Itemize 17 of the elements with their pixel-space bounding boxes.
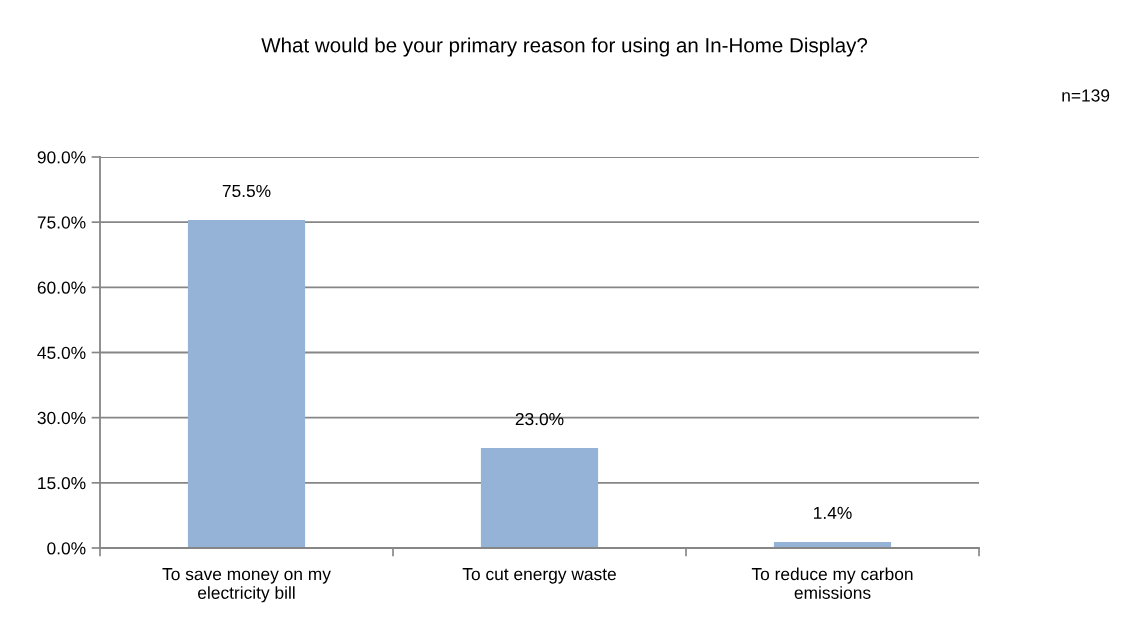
bar xyxy=(480,448,599,548)
chart-title: What would be your primary reason for using an In-Home Display? xyxy=(261,37,868,57)
y-tick-label: 45.0% xyxy=(37,346,86,359)
y-tick-label: 15.0% xyxy=(38,477,86,490)
data-label: 23.0% xyxy=(515,412,564,426)
y-tick-label: 60.0% xyxy=(37,281,86,294)
y-tick-label: 0.0% xyxy=(47,542,86,555)
data-label: 75.5% xyxy=(222,184,271,198)
data-label: 1.4% xyxy=(814,506,852,519)
x-tick-label: To save money on my electricity bill xyxy=(162,568,331,603)
text: n=139 xyxy=(1062,89,1110,102)
y-tick-label: 75.0% xyxy=(37,216,86,229)
x-tick-label: To reduce my carbon emissions xyxy=(751,567,913,599)
x-tick-label: To cut energy waste xyxy=(462,568,616,584)
y-tick-label: 90.0% xyxy=(37,151,86,164)
y-tick-label: 30.0% xyxy=(37,411,86,425)
bar xyxy=(187,219,306,548)
